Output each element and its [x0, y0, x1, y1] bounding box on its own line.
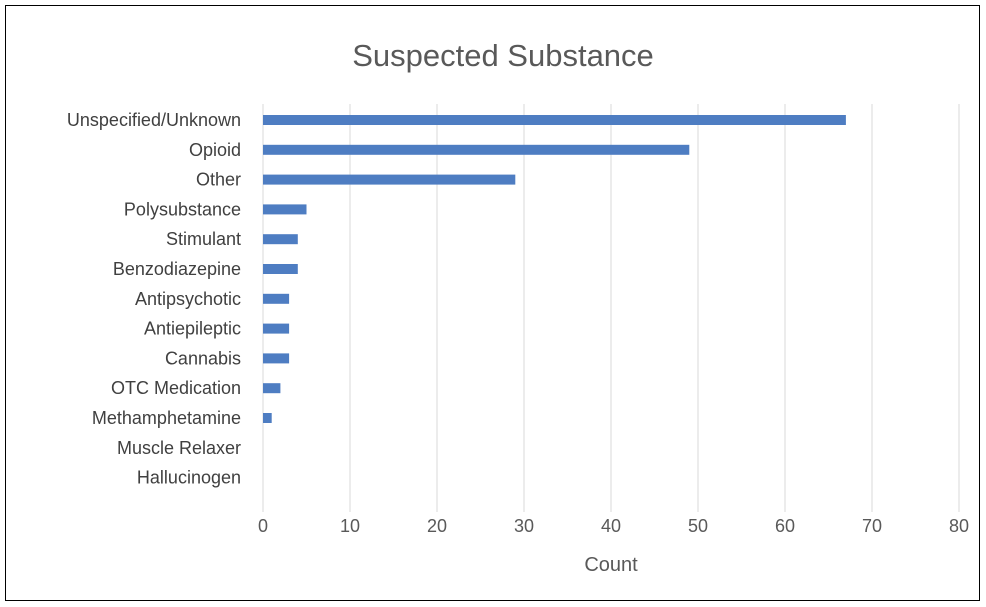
x-tick-label: 80	[949, 516, 969, 536]
x-tick-label: 60	[775, 516, 795, 536]
x-tick-label: 0	[258, 516, 268, 536]
category-label: OTC Medication	[111, 378, 241, 398]
category-label: Muscle Relaxer	[117, 438, 241, 458]
x-tick-label: 10	[340, 516, 360, 536]
bar	[263, 115, 846, 125]
bar	[263, 264, 298, 274]
bar	[263, 234, 298, 245]
bar	[263, 293, 290, 304]
bar	[263, 413, 272, 423]
category-label: Antiepileptic	[144, 319, 241, 339]
chart-frame	[5, 5, 980, 601]
bar	[263, 383, 281, 394]
x-tick-label: 50	[688, 516, 708, 536]
bar	[263, 353, 290, 364]
gridlines	[262, 104, 960, 512]
category-label: Methamphetamine	[92, 408, 241, 428]
category-label: Benzodiazepine	[113, 259, 241, 279]
x-axis-title: Count	[584, 554, 638, 576]
x-tick-label: 30	[514, 516, 534, 536]
category-label: Polysubstance	[124, 199, 241, 219]
chart-title: Suspected Substance	[352, 38, 654, 73]
bar	[263, 204, 307, 215]
bar	[263, 323, 290, 334]
category-labels: Unspecified/Unknown Opioid Other Polysubsta…	[67, 110, 241, 488]
category-label: Unspecified/Unknown	[67, 110, 241, 130]
x-tick-label: 70	[862, 516, 882, 536]
x-tick-label: 40	[601, 516, 621, 536]
category-label: Hallucinogen	[137, 468, 241, 488]
bars	[263, 115, 846, 423]
category-label: Opioid	[189, 140, 241, 160]
category-label: Cannabis	[165, 348, 241, 368]
x-tick-labels: 0 10 20 30 40 50 60 70 80	[258, 516, 969, 536]
bar	[263, 144, 690, 155]
x-tick-label: 20	[427, 516, 447, 536]
category-label: Stimulant	[166, 229, 241, 249]
category-label: Antipsychotic	[135, 289, 241, 309]
category-label: Other	[196, 170, 241, 190]
bar	[263, 174, 516, 185]
